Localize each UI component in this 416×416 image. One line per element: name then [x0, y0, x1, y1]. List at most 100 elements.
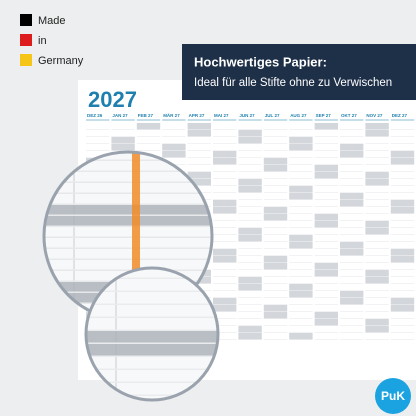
day-row [44, 183, 212, 193]
weekend-cell [365, 179, 389, 186]
weekend-cell [111, 137, 135, 144]
month-header: OKT 27 [341, 113, 357, 118]
day-row [44, 161, 212, 171]
weekend-cell [238, 277, 262, 284]
weekend-cell [365, 130, 389, 137]
badge-text: Made [38, 15, 66, 27]
weekend-cell [238, 179, 262, 186]
weekend-cell [187, 179, 211, 186]
badge-text: Germany [38, 55, 84, 67]
day-row [44, 194, 212, 204]
weekend-cell [289, 137, 313, 144]
weekend-cell [314, 221, 338, 228]
weekend-cell [314, 123, 338, 130]
banner-subtitle: Ideal für alle Stifte ohne zu Verwischen [194, 77, 392, 89]
weekend-cell [314, 165, 338, 172]
month-header: AUG 27 [290, 113, 307, 118]
day-row [86, 357, 218, 369]
weekend-cell [238, 235, 262, 242]
weekend-cell [187, 130, 211, 137]
day-row [44, 260, 212, 270]
weekend-cell [213, 256, 237, 263]
weekend-cell [289, 242, 313, 249]
banner-title: Hochwertiges Papier: [194, 54, 327, 69]
weekend-cell [213, 305, 237, 312]
weekend-cell [238, 130, 262, 137]
month-header: APR 27 [189, 113, 205, 118]
weekend-cell [390, 256, 415, 263]
weekend-cell [365, 221, 389, 228]
day-row [86, 396, 218, 400]
weekend-cell [289, 193, 313, 200]
month-header: JUN 27 [239, 113, 255, 118]
day-row [86, 292, 218, 304]
month-header: SEP 27 [316, 113, 332, 118]
weekend-cell [340, 242, 364, 249]
weekend-cell [314, 319, 338, 326]
month-header: NOV 27 [366, 113, 383, 118]
magnifier-small [86, 268, 218, 400]
day-row [86, 318, 218, 330]
logo [375, 378, 411, 414]
weekend-cell [136, 123, 161, 130]
weekend-cell [340, 200, 364, 207]
weekend-cell [162, 151, 186, 158]
calendar-year: 2027 [88, 87, 137, 112]
weekend-cell [263, 256, 288, 263]
weekend-cell [263, 207, 288, 214]
weekend-cell [263, 305, 288, 312]
day-row [86, 370, 218, 382]
flag-red [20, 34, 32, 46]
weekend-cell [365, 277, 389, 284]
weekend-cell [238, 186, 262, 193]
weekend-cell [314, 172, 338, 179]
weekend-cell [187, 172, 211, 179]
month-header: JAN 27 [112, 113, 128, 118]
weekend-cell [213, 151, 237, 158]
month-header: JUL 27 [265, 113, 280, 118]
weekend-cell [238, 326, 262, 333]
banner [182, 44, 416, 100]
weekend-cell [340, 151, 364, 158]
weekend-cell [213, 158, 237, 165]
weekend-cell [314, 263, 338, 270]
day-row [44, 216, 212, 226]
badge-text: in [38, 35, 47, 47]
day-row [86, 268, 218, 278]
weekend-cell [365, 270, 389, 277]
month-header: MAI 27 [214, 113, 229, 118]
weekend-cell [340, 193, 364, 200]
flag-black [20, 14, 32, 26]
weekend-cell [289, 235, 313, 242]
weekend-cell [340, 144, 364, 151]
day-row [86, 305, 218, 317]
weekend-cell [263, 214, 288, 221]
weekend-cell [365, 319, 389, 326]
day-row [86, 331, 218, 343]
weekend-cell [238, 137, 262, 144]
weekend-cell [213, 207, 237, 214]
weekend-cell [365, 123, 389, 130]
weekend-cell [238, 228, 262, 235]
weekend-cell [187, 123, 211, 130]
weekend-cell [314, 270, 338, 277]
weekend-cell [213, 249, 237, 256]
weekend-cell [289, 333, 313, 340]
day-row [86, 344, 218, 356]
weekend-cell [390, 151, 415, 158]
weekend-cell [289, 284, 313, 291]
month-header: MÄR 27 [163, 112, 180, 118]
weekend-cell [390, 305, 415, 312]
weekend-cell [340, 291, 364, 298]
weekend-cell [390, 249, 415, 256]
day-row [44, 238, 212, 248]
weekend-cell [314, 312, 338, 319]
month-header: FEB 27 [138, 113, 154, 118]
weekend-cell [238, 284, 262, 291]
weekend-cell [390, 200, 415, 207]
weekend-cell [289, 291, 313, 298]
weekend-cell [213, 298, 237, 305]
weekend-cell [289, 144, 313, 151]
weekend-cell [390, 207, 415, 214]
